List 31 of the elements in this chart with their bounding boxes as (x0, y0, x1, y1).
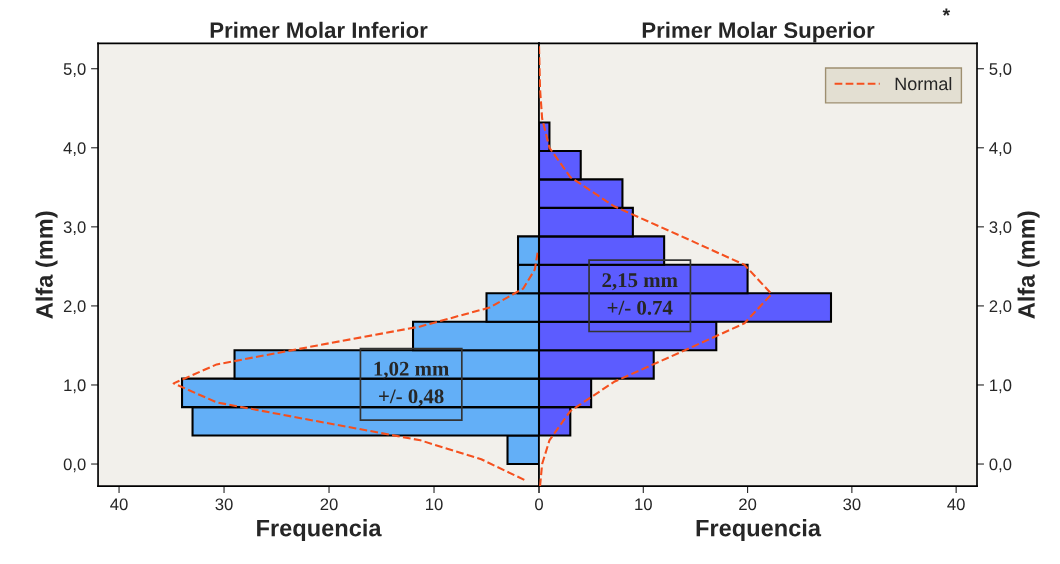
x-tick-label: 20 (739, 498, 757, 511)
y-tick-label: 1,0 (990, 379, 1012, 394)
y-tick-label: 0,0 (63, 458, 86, 473)
chart-title: Primer Molar Inferior (210, 21, 428, 39)
x-tick-label: 40 (110, 498, 128, 511)
y-tick-label: 2,0 (989, 300, 1012, 315)
y-tick-label: 5,0 (63, 63, 86, 77)
y-tick-label: 3,0 (989, 221, 1012, 236)
y-tick-label: 2,0 (63, 300, 86, 315)
y-axis-title: Alfa (mm) (1017, 211, 1040, 319)
x-tick-label: 30 (843, 498, 861, 511)
x-tick-label: 0 (535, 498, 543, 511)
chart-title: Primer Molar Superior (642, 21, 875, 43)
y-tick-label: 5,0 (989, 63, 1012, 77)
x-axis-title: Frequencia (696, 519, 822, 542)
y-tick-label: 3,0 (63, 221, 86, 236)
text: * (942, 8, 951, 16)
x-tick-label: 20 (320, 498, 338, 511)
x-tick-label: 40 (947, 498, 965, 511)
x-tick-label: 10 (426, 498, 443, 511)
y-tick-label: 4,0 (63, 142, 86, 156)
y-tick-label: 4,0 (989, 142, 1012, 156)
annotation: 2,15 mm +/- 0.74 (602, 273, 678, 315)
annotation: 1,02 mm +/- 0,48 (374, 361, 449, 407)
y-tick-label: 0,0 (989, 458, 1012, 473)
x-tick-label: 10 (635, 498, 652, 511)
y-axis-title: Alfa (mm) (35, 211, 58, 319)
x-tick-label: 30 (215, 498, 233, 511)
x-axis-title: Frequencia (257, 519, 382, 542)
y-tick-label: 1,0 (64, 379, 86, 394)
legend-label: Normal (895, 76, 952, 91)
